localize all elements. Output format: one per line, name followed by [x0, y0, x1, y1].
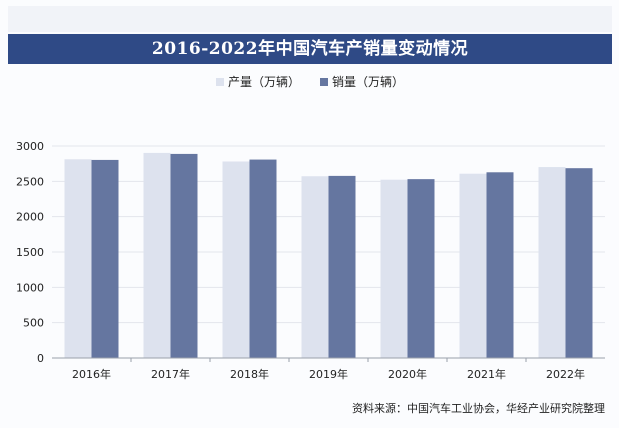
y-tick-label: 1500 — [16, 246, 44, 259]
bar-production — [143, 152, 171, 358]
bar-sales — [249, 159, 277, 358]
bar-production — [64, 159, 92, 358]
chart-title: 2016-2022年中国汽车产销量变动情况 — [8, 34, 612, 64]
x-tick-label: 2022年 — [546, 367, 585, 381]
bar-production — [380, 179, 408, 358]
bar-sales — [407, 179, 435, 358]
bar-production — [459, 173, 487, 358]
bar-production — [222, 161, 250, 358]
source-note: 资料来源：中国汽车工业协会，华经产业研究院整理 — [352, 402, 605, 415]
bar-sales — [170, 153, 198, 358]
bar-sales — [565, 168, 593, 358]
legend-label: 销量（万辆） — [332, 75, 404, 89]
bar-sales — [486, 172, 514, 358]
bar-production — [538, 167, 566, 358]
x-tick-label: 2017年 — [151, 367, 190, 381]
axes: 0 500 1000 1500 2000 2500 3000 2016年 2017年 2018年 2… — [16, 140, 605, 381]
y-tick-label: 0 — [37, 352, 44, 365]
x-tick-label: 2020年 — [388, 367, 427, 381]
y-tick-label: 500 — [23, 317, 44, 330]
legend-label: 产量（万辆） — [228, 75, 300, 89]
top-strip — [8, 6, 612, 32]
bar-sales — [91, 159, 119, 358]
legend-swatch — [216, 78, 224, 86]
x-tick-label: 2019年 — [309, 367, 348, 381]
y-tick-label: 2000 — [16, 211, 44, 224]
x-tick-label: 2016年 — [72, 367, 111, 381]
bars — [64, 152, 593, 358]
y-tick-label: 3000 — [16, 140, 44, 153]
legend: 产量（万辆） 销量（万辆） — [216, 75, 404, 89]
bar-sales — [328, 175, 356, 358]
bar-production — [301, 176, 329, 358]
legend-swatch — [320, 78, 328, 86]
y-tick-label: 2500 — [16, 175, 44, 188]
y-tick-label: 1000 — [16, 281, 44, 294]
x-tick-label: 2021年 — [467, 367, 506, 381]
x-tick-label: 2018年 — [230, 367, 269, 381]
